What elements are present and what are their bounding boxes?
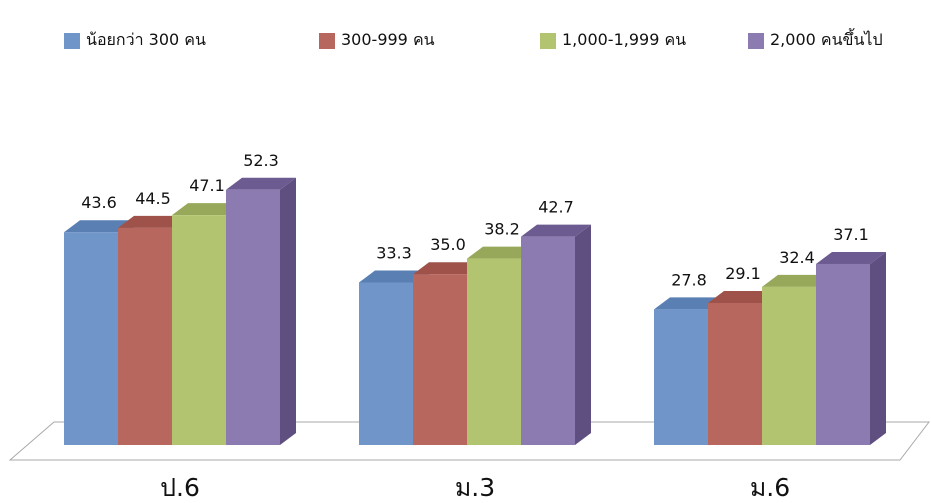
bars-layer (64, 177, 886, 445)
bar-1-3 (172, 203, 242, 445)
legend-swatch-series-2 (319, 32, 335, 49)
data-label-1-2: 44.5 (135, 189, 171, 208)
bar-top-face (762, 274, 832, 287)
bar-top-face (816, 251, 886, 264)
bar-front-face (816, 263, 870, 445)
category-label-1: ป.6 (160, 473, 200, 502)
legend-item-series-4: 2,000 คนขึ้นไป (748, 28, 883, 53)
legend-swatch-series-1 (64, 32, 80, 49)
bar-top-face (118, 215, 188, 228)
data-label-2-2: 35.0 (430, 235, 466, 254)
bar-front-face (708, 302, 762, 445)
bar-front-face (226, 189, 280, 445)
bar-front-face (359, 282, 413, 445)
bar-side-face (280, 177, 296, 445)
legend-item-series-2: 300-999 คน (319, 28, 435, 53)
bar-top-face (654, 297, 724, 310)
legend-label-series-2: 300-999 คน (341, 30, 435, 49)
data-label-3-4: 37.1 (833, 225, 869, 244)
legend-swatch-series-3 (540, 32, 556, 49)
category-label-3: ม.6 (750, 473, 790, 502)
bar-top-face (708, 290, 778, 303)
floor-outline (8, 421, 931, 461)
category-ticks-layer: ป.6 ม.3 ม.6 (160, 473, 790, 502)
bar-top-face (226, 177, 296, 190)
bar-top-face (467, 246, 537, 259)
legend-label-series-3: 1,000-1,999 คน (562, 30, 687, 49)
bar-top-face (521, 224, 591, 237)
bar-top-face (413, 262, 483, 275)
legend-label-series-4: 2,000 คนขึ้นไป (770, 30, 883, 49)
bar-top-face (359, 270, 429, 283)
bar-front-face (521, 236, 575, 445)
chart-legend: น้อยกว่า 300 คน 300-999 คน 1,000-1,999 ค… (0, 28, 931, 52)
data-label-1-3: 47.1 (189, 176, 225, 195)
bar-front-face (413, 274, 467, 445)
data-label-3-1: 27.8 (671, 270, 707, 289)
bar-front-face (118, 227, 172, 445)
legend-item-series-1: น้อยกว่า 300 คน (64, 28, 206, 53)
chart-floor (8, 421, 931, 461)
data-labels-layer: 43.6 44.5 47.1 52.3 33.3 35.0 38.2 42.7 27.8 29.1… (81, 151, 869, 290)
data-label-2-4: 42.7 (538, 198, 574, 217)
bar-side-face (870, 251, 886, 445)
bar-side-face (575, 224, 591, 445)
bar-2-4 (521, 224, 591, 445)
data-label-1-4: 52.3 (243, 151, 279, 170)
data-label-3-3: 32.4 (779, 248, 815, 267)
bar-front-face (654, 309, 708, 445)
legend-item-series-3: 1,000-1,999 คน (540, 28, 686, 53)
legend-label-series-1: น้อยกว่า 300 คน (86, 30, 206, 49)
bar-front-face (172, 215, 226, 445)
bar-top-face (172, 203, 242, 216)
bar-3-4 (816, 251, 886, 445)
bar-1-4 (226, 177, 296, 445)
data-label-1-1: 43.6 (81, 193, 117, 212)
bar-front-face (762, 286, 816, 445)
bar-top-face (64, 220, 134, 233)
bar-front-face (467, 258, 521, 445)
data-label-2-1: 33.3 (376, 243, 412, 262)
legend-swatch-series-4 (748, 32, 764, 49)
data-label-3-2: 29.1 (725, 264, 761, 283)
data-label-2-3: 38.2 (484, 220, 520, 239)
bar-front-face (64, 232, 118, 445)
category-label-2: ม.3 (455, 473, 495, 502)
